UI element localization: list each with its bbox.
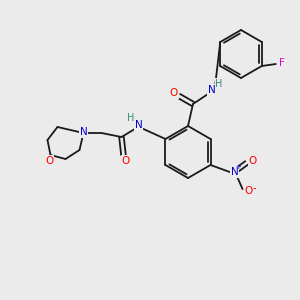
Text: N: N bbox=[231, 167, 239, 177]
Text: +: + bbox=[236, 164, 242, 170]
Text: O: O bbox=[122, 156, 130, 166]
Text: O: O bbox=[45, 156, 54, 166]
Text: N: N bbox=[80, 127, 87, 137]
Text: H: H bbox=[127, 113, 134, 123]
Text: O: O bbox=[244, 186, 253, 196]
Text: H: H bbox=[215, 79, 223, 89]
Text: N: N bbox=[208, 85, 216, 95]
Text: F: F bbox=[279, 58, 285, 68]
Text: -: - bbox=[253, 183, 256, 193]
Text: N: N bbox=[135, 120, 142, 130]
Text: O: O bbox=[170, 88, 178, 98]
Text: O: O bbox=[248, 156, 256, 166]
